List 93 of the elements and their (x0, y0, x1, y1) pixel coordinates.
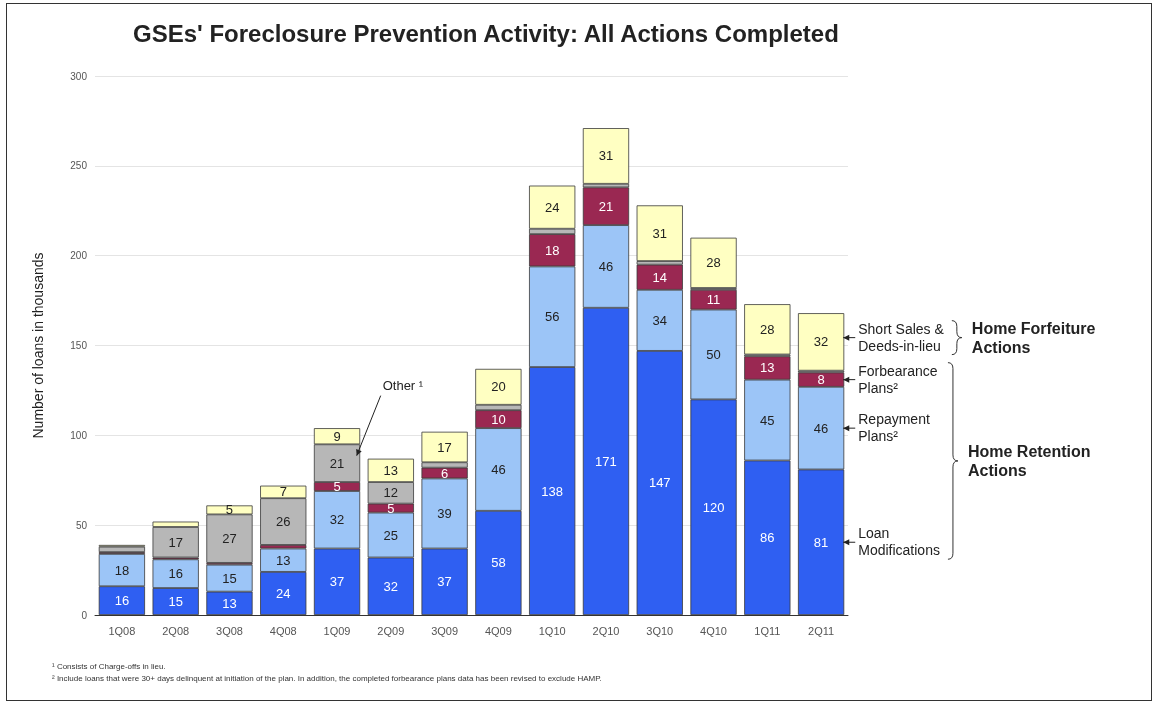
data-label: 11 (706, 292, 721, 308)
data-label: 28 (760, 321, 775, 337)
x-tick-label: 2Q08 (162, 624, 190, 637)
data-label: 120 (702, 499, 725, 515)
data-label: 17 (437, 439, 452, 455)
x-tick-label: 2Q10 (592, 624, 620, 637)
data-label: 5 (225, 502, 234, 518)
x-tick-label: 2Q11 (808, 624, 835, 637)
x-tick-label: 4Q10 (700, 624, 727, 637)
text: Other ¹ (382, 377, 424, 393)
text: ¹ Consists of Charge-offs in lieu. (52, 661, 166, 673)
data-label: 31 (598, 148, 614, 164)
y-tick-label: 0 (81, 609, 88, 621)
data-label: 20 (491, 379, 506, 395)
data-label: 37 (329, 574, 345, 590)
data-label: 46 (491, 461, 506, 477)
data-label: 12 (383, 485, 399, 501)
data-label: 15 (168, 594, 183, 610)
bar (636, 205, 683, 262)
data-label: 32 (329, 512, 345, 528)
x-tick-label: 1Q10 (538, 624, 566, 637)
data-label: 31 (652, 225, 667, 241)
data-label: 24 (544, 199, 560, 215)
bar (690, 237, 737, 289)
data-label: 86 (760, 530, 775, 546)
data-label: 37 (437, 574, 452, 590)
data-label: 58 (491, 555, 506, 571)
data-label: 15 (222, 570, 237, 586)
bar (744, 304, 791, 355)
x-tick-label: 4Q08 (269, 624, 297, 637)
data-label: 8 (817, 372, 825, 388)
data-label: 18 (544, 242, 560, 258)
series-label: Repayment Plans² (858, 411, 930, 445)
x-tick-label: 3Q09 (431, 624, 459, 637)
data-label: 24 (276, 585, 291, 601)
data-label: 10 (491, 411, 506, 427)
data-label: 18 (114, 562, 130, 578)
data-label: 14 (652, 269, 667, 285)
data-label: 16 (114, 593, 130, 609)
text: ² Include loans that were 30+ days delinquent at initiation of the plan. In addition, the completed forbearance plans data has been revised to exclude HAMP. (52, 673, 602, 685)
data-label: 56 (544, 309, 560, 325)
series-label: Short Sales & Deeds-in-lieu (858, 320, 944, 354)
data-label: 17 (168, 534, 183, 550)
series-label: Loan Modifications (858, 525, 940, 559)
y-tick-label: 300 (70, 70, 88, 82)
data-label: 16 (168, 566, 183, 582)
data-label: 34 (652, 312, 667, 328)
y-axis-title: Number of loans in thousands (30, 252, 46, 439)
text: Home Retention Actions (967, 441, 1092, 480)
data-label: 45 (760, 412, 775, 428)
data-label: 27 (222, 531, 237, 547)
data-label: 46 (813, 420, 829, 436)
x-tick-label: 2Q09 (377, 624, 405, 637)
y-tick-label: 250 (70, 160, 88, 172)
data-label: 32 (383, 578, 399, 594)
bar (797, 313, 845, 371)
data-label: 26 (276, 514, 291, 530)
x-tick-label: 4Q09 (484, 624, 512, 637)
bar (98, 546, 146, 553)
x-tick-label: 3Q10 (646, 624, 674, 637)
x-tick-label: 1Q09 (323, 624, 351, 637)
data-label: 13 (760, 360, 775, 376)
x-tick-label: 3Q08 (216, 624, 243, 637)
data-label: 25 (383, 527, 399, 543)
data-label: 13 (383, 462, 399, 478)
text: Home Forfeiture Actions (971, 318, 1097, 357)
y-tick-label: 150 (70, 340, 88, 351)
data-label: 5 (387, 500, 395, 516)
data-label: 13 (276, 552, 291, 568)
data-label: 9 (333, 428, 341, 444)
data-label: 7 (279, 484, 287, 500)
x-tick-label: 1Q11 (754, 624, 781, 637)
y-tick-label: 50 (75, 519, 88, 531)
bar (582, 128, 630, 184)
data-label: 13 (222, 595, 237, 611)
x-tick-label: 1Q08 (108, 624, 136, 637)
data-label: 28 (706, 255, 721, 271)
data-label: 39 (437, 505, 452, 521)
data-label: 21 (598, 198, 614, 214)
data-label: 147 (648, 475, 671, 491)
y-tick-label: 100 (70, 429, 88, 441)
data-label: 138 (541, 483, 564, 499)
chart-title: GSEs' Foreclosure Prevention Activity: All Actions Completed (133, 19, 839, 47)
data-label: 21 (329, 455, 345, 471)
data-label: 5 (333, 479, 341, 495)
series-label: Forbearance Plans² (858, 362, 938, 396)
data-label: 171 (595, 453, 617, 469)
data-label: 32 (813, 334, 829, 350)
data-label: 6 (440, 465, 449, 481)
data-label: 81 (813, 534, 829, 550)
y-tick-label: 200 (70, 250, 88, 262)
data-label: 46 (598, 258, 614, 274)
data-label: 50 (706, 346, 721, 362)
